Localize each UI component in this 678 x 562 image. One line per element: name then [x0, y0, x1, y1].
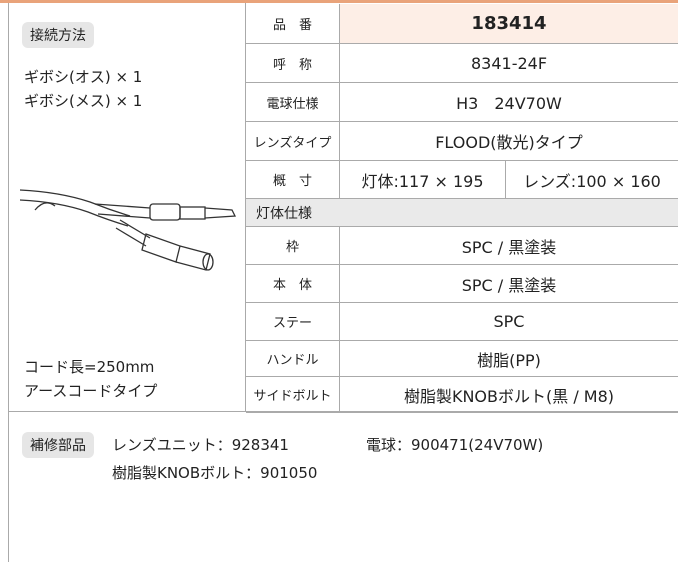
note: コード長=250mm: [24, 358, 155, 376]
parts-label: 補修部品: [22, 432, 94, 458]
spec-value: 灯体:117 × 195: [340, 161, 506, 199]
spec-label: 電球仕様: [246, 83, 340, 122]
section-rule: [8, 411, 678, 412]
part-item: 樹脂製KNOBボルト：901050: [112, 464, 318, 482]
spec-value: 8341-24F: [340, 44, 678, 83]
spec-label: 本 体: [246, 265, 340, 303]
section-header: 灯体仕様: [246, 199, 678, 227]
spec-label: サイドボルト: [246, 377, 340, 413]
spec-label: 呼 称: [246, 44, 340, 83]
spec-value: 樹脂製KNOBボルト(黒 / M8): [340, 377, 678, 413]
divider: [245, 3, 246, 412]
note: アースコードタイプ: [24, 382, 158, 400]
connection-item: ギボシ(オス) × 1: [24, 68, 143, 86]
top-rule: [0, 0, 678, 3]
spec-value: 183414: [340, 4, 678, 44]
cable-illustration: [20, 189, 237, 271]
spec-value: H3 24V70W: [340, 83, 678, 122]
spec-value: 樹脂(PP): [340, 341, 678, 377]
spec-value: SPC / 黒塗装: [340, 227, 678, 265]
spec-value: SPC: [340, 303, 678, 341]
spec-value: FLOOD(散光)タイプ: [340, 122, 678, 161]
left-rule: [8, 3, 9, 562]
connection-item: ギボシ(メス) × 1: [24, 92, 143, 110]
spec-label: レンズタイプ: [246, 122, 340, 161]
spec-value: SPC / 黒塗装: [340, 265, 678, 303]
spec-label: 品 番: [246, 4, 340, 44]
connection-label: 接続方法: [22, 22, 94, 48]
spec-label: 枠: [246, 227, 340, 265]
spec-label: ステー: [246, 303, 340, 341]
spec-label: ハンドル: [246, 341, 340, 377]
spec-value: レンズ:100 × 160: [506, 161, 678, 199]
part-item: レンズユニット：928341: [112, 436, 289, 454]
part-item: 電球：900471(24V70W): [366, 436, 544, 454]
spec-label: 概 寸: [246, 161, 340, 199]
